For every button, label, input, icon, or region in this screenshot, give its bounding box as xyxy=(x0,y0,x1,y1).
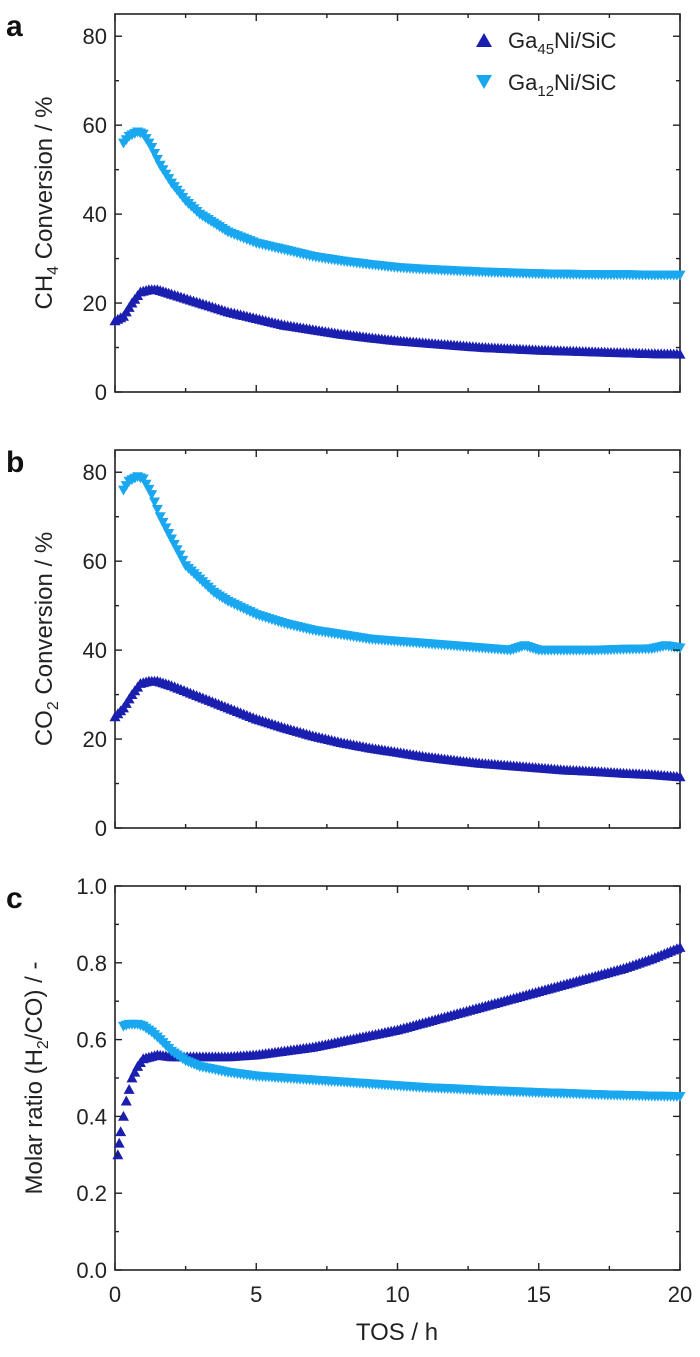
y-tick-label: 80 xyxy=(83,24,107,49)
y-tick-label: 60 xyxy=(83,549,107,574)
x-tick-label: 0 xyxy=(109,1282,121,1307)
data-point xyxy=(120,1095,132,1106)
data-point xyxy=(674,270,686,281)
data-point xyxy=(160,523,172,534)
data-point xyxy=(674,941,686,952)
y-tick-label: 40 xyxy=(83,638,107,663)
data-point xyxy=(149,497,161,508)
series-ga12ni-sic xyxy=(117,1019,686,1102)
data-point xyxy=(154,512,166,523)
x-tick-labels: 0 5 10 15 20 xyxy=(109,1282,692,1307)
panel-b: 0 20 40 60 80 b CO2 Conversion / % xyxy=(6,446,686,841)
y-axis-label-b: CO2 Conversion / % xyxy=(31,532,62,746)
y-tick-label: 60 xyxy=(83,113,107,138)
data-point xyxy=(143,484,155,495)
data-point xyxy=(123,1084,135,1094)
legend-marker-series1 xyxy=(476,33,492,47)
ticks-layer-c: 0.0 0.2 0.4 0.6 0.8 1.0 xyxy=(76,874,681,1283)
data-point xyxy=(157,517,169,528)
y-tick-label: 40 xyxy=(83,202,107,227)
y-tick-label: 0.4 xyxy=(76,1104,107,1129)
y-axis-label-a: CH4 Conversion / % xyxy=(31,97,62,310)
data-point xyxy=(137,474,149,485)
data-point xyxy=(151,504,163,515)
y-tick-label: 20 xyxy=(83,291,107,316)
data-point xyxy=(126,1072,138,1083)
x-tick-label: 10 xyxy=(385,1282,409,1307)
data-point xyxy=(140,479,152,490)
data-point xyxy=(174,550,186,561)
y-tick-label: 0.8 xyxy=(76,951,107,976)
panel-label-a: a xyxy=(6,10,23,43)
data-point xyxy=(166,534,177,545)
y-tick-label: 80 xyxy=(83,460,107,485)
legend-label-series2: Ga12Ni/SiC xyxy=(508,70,616,100)
data-point xyxy=(674,771,686,782)
data-point xyxy=(115,1126,127,1137)
plot-frame-c xyxy=(114,885,681,1271)
legend-label-series1: Ga45Ni/SiC xyxy=(508,28,616,58)
y-tick-label: 0.6 xyxy=(76,1028,107,1053)
y-tick-label: 1.0 xyxy=(76,874,107,899)
panel-label-b: b xyxy=(6,446,24,479)
y-tick-label: 0 xyxy=(95,816,107,841)
data-point xyxy=(117,1110,129,1121)
panel-a: 0 20 40 60 80 a CH4 Conversion / % Ga45Ni/Si… xyxy=(6,10,686,405)
series-layer-b xyxy=(109,472,686,782)
data-point xyxy=(113,1137,125,1148)
series-ga45ni-sic xyxy=(109,284,686,359)
legend: Ga45Ni/SiC Ga12Ni/SiC xyxy=(476,28,616,100)
panel-c: 0.0 0.2 0.4 0.6 0.8 1.0 c Molar ratio (H2/CO)… xyxy=(6,874,686,1283)
data-point xyxy=(177,555,189,566)
ticks-layer-a: 0 20 40 60 80 xyxy=(83,14,681,405)
series-ga45ni-sic xyxy=(109,675,686,782)
data-point xyxy=(146,490,158,500)
data-point xyxy=(163,528,175,539)
x-tick-label: 15 xyxy=(527,1282,551,1307)
data-point xyxy=(146,143,158,153)
y-tick-label: 20 xyxy=(83,727,107,752)
data-point xyxy=(171,545,183,556)
panel-label-c: c xyxy=(6,882,23,915)
y-tick-label: 0 xyxy=(95,380,107,405)
y-axis-label-c: Molar ratio (H2/CO) / - xyxy=(21,962,52,1195)
data-point xyxy=(151,154,163,165)
x-tick-label: 20 xyxy=(668,1282,692,1307)
data-point xyxy=(674,1092,686,1102)
x-tick-label: 5 xyxy=(250,1282,262,1307)
series-layer-c xyxy=(112,941,686,1160)
series-layer-a xyxy=(109,127,686,359)
data-point xyxy=(149,148,161,159)
legend-marker-series2 xyxy=(476,75,492,89)
y-tick-label: 0.2 xyxy=(76,1181,107,1206)
data-point xyxy=(168,539,180,550)
x-axis-label: TOS / h xyxy=(356,1319,438,1346)
data-point xyxy=(674,643,686,654)
series-ga12ni-sic xyxy=(117,472,686,656)
series-ga12ni-sic xyxy=(117,127,686,281)
y-tick-label: 0.0 xyxy=(76,1258,107,1283)
ticks-layer-b: 0 20 40 60 80 xyxy=(83,450,681,841)
data-point xyxy=(129,1066,141,1077)
data-point xyxy=(674,348,686,359)
series-ga45ni-sic xyxy=(112,941,686,1160)
